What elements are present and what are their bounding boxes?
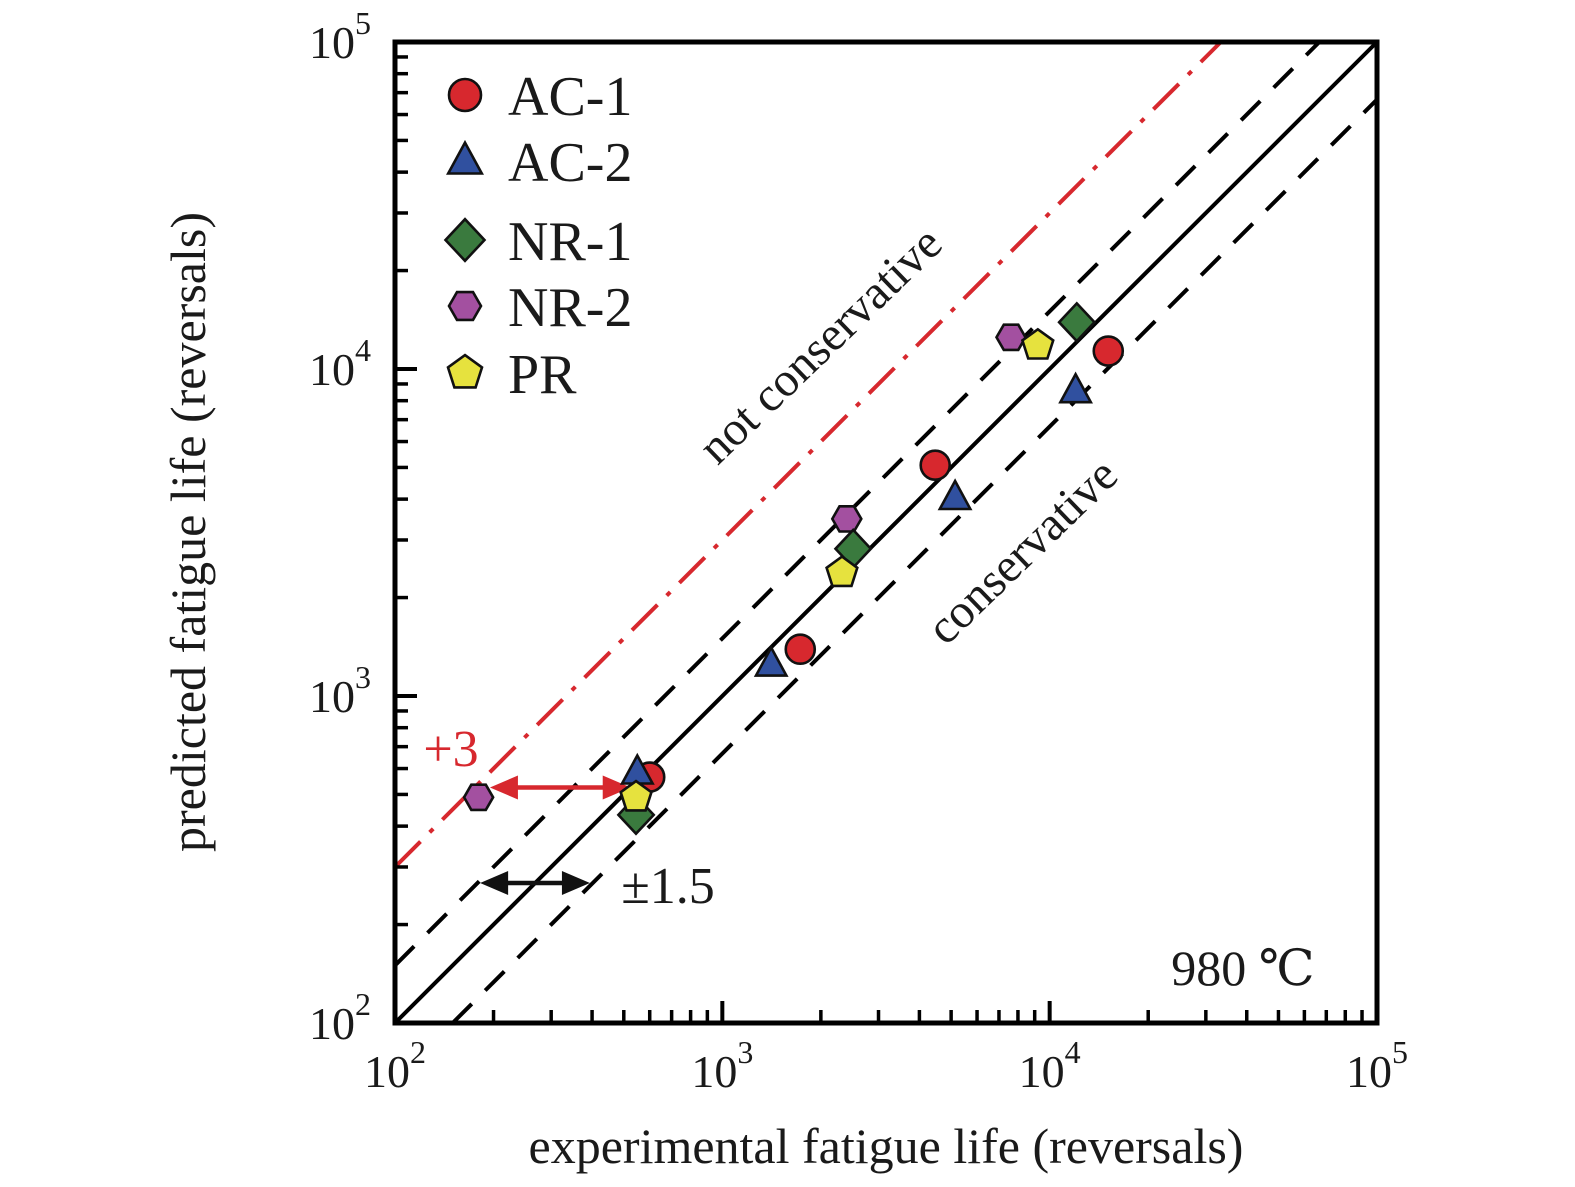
region-label-conservative: conservative [917,448,1128,655]
x-tick-label-10e3: 103 [691,1034,753,1097]
point-PR-3 [1020,327,1055,360]
point-AC-1-2 [784,633,817,666]
y-tick-label-10e3: 103 [309,659,371,722]
factor-3-label: +3 [423,721,478,778]
legend-marker-NR-1 [443,217,487,263]
legend-marker-AC-1 [447,77,483,113]
y-tick-label-10e5: 105 [309,5,371,68]
3x-line [393,40,1223,869]
y-axis-label: predicted fatigue life (reversals) [160,212,216,852]
plot-frame [392,39,1380,1026]
x-tick-label-10e5: 105 [1346,1034,1408,1097]
point-NR-2-1 [462,783,495,812]
point-AC-2-4 [1058,371,1093,404]
legend-marker-NR-2 [447,290,483,322]
point-AC-1-4 [1092,335,1125,367]
factor-3-span-arrow-right-head [602,775,631,800]
legend-label-AC-2: AC-2 [508,132,632,194]
region-label-not-conservative: not conservative [688,217,952,475]
factor-1.5-span-arrow-right-head [561,870,590,895]
factor-3-span-arrow-left-head [489,775,518,800]
legend-marker-PR [446,353,484,389]
x-tick-label-10e2: 102 [364,1034,426,1097]
factor-1.5-span-arrow-left-head [480,870,509,895]
point-PR-1 [619,779,653,812]
point-PR-2 [825,554,859,588]
legend-label-NR-2: NR-2 [508,277,632,339]
point-AC-2-2 [753,644,789,677]
legend-label-NR-1: NR-1 [508,211,632,273]
x-tick-label-10e4: 104 [1019,1034,1081,1097]
point-AC-1-3 [919,449,952,481]
upper-1.5x-line [393,40,1321,967]
legend-label-PR: PR [508,344,577,406]
legend-marker-AC-2 [446,139,484,175]
temperature-label: 980 ℃ [1171,940,1314,996]
point-AC-2-3 [937,478,973,511]
point-NR-2-3 [994,323,1027,352]
x-axis-label: experimental fatigue life (reversals) [529,1118,1244,1174]
identity-line [393,40,1379,1025]
legend-label-AC-1: AC-1 [508,66,632,128]
point-NR-2-2 [830,504,863,533]
lower-1.5x-line [451,98,1379,1025]
point-NR-1-3 [1057,301,1097,344]
y-tick-label-10e2: 102 [309,986,371,1049]
y-tick-label-10e4: 104 [309,332,371,395]
factor-1.5-label: ±1.5 [621,858,715,915]
